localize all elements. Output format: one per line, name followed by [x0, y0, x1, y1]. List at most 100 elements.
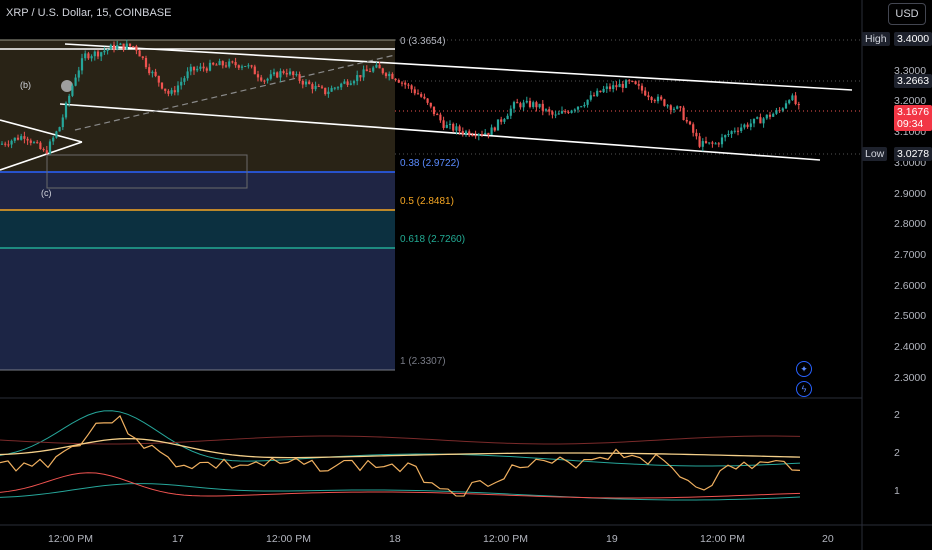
time-label: 19: [606, 533, 618, 545]
candle-body: [500, 119, 503, 122]
candle-body: [775, 110, 778, 114]
candle-body: [221, 61, 224, 66]
candle-body: [71, 85, 74, 96]
candle-body: [548, 109, 551, 112]
candle-body: [458, 126, 461, 132]
candle-body: [135, 46, 138, 51]
candle-body: [327, 91, 330, 95]
candle-body: [605, 86, 608, 89]
candle-body: [7, 144, 10, 146]
candle-body: [560, 111, 564, 114]
candle-body: [288, 71, 292, 75]
candle-body: [36, 142, 39, 144]
candle-body: [80, 58, 84, 71]
candle-body: [116, 44, 119, 50]
add-alert-icon[interactable]: ✦: [796, 361, 812, 377]
price-tick: 2.5000: [894, 310, 927, 323]
candle-body: [589, 95, 592, 100]
candle-body: [244, 66, 247, 68]
candle-body: [103, 50, 106, 53]
price-tick: 2.6000: [894, 279, 927, 292]
candle-body: [743, 124, 746, 128]
candle-body: [263, 80, 266, 82]
wave-label-b: (b): [20, 80, 31, 90]
candle-body: [100, 52, 103, 57]
fib-zone-05-0618: [0, 210, 395, 248]
candle-body: [407, 84, 410, 86]
currency-button[interactable]: USD: [888, 3, 926, 25]
candle-body: [528, 100, 532, 107]
candle-body: [224, 65, 228, 67]
candle-body: [167, 90, 170, 94]
candle-body: [317, 85, 320, 87]
candle-body: [10, 140, 13, 145]
candle-body: [218, 61, 221, 66]
time-label: 12:00 PM: [483, 533, 528, 545]
candle-body: [276, 72, 279, 78]
candle-body: [685, 119, 688, 122]
candle-body: [557, 113, 560, 115]
candle-body: [74, 77, 77, 86]
candle-body: [400, 82, 404, 84]
candle-body: [154, 71, 157, 76]
candle-body: [394, 78, 397, 81]
candle-body: [797, 104, 800, 106]
candle-body: [784, 103, 788, 109]
time-label: 18: [389, 533, 401, 545]
candle-body: [439, 114, 442, 121]
candle-body: [647, 95, 650, 98]
candle-body: [160, 82, 164, 89]
candle-body: [144, 57, 148, 68]
candle-body: [455, 126, 458, 131]
candle-body: [487, 132, 490, 135]
candle-body: [378, 64, 381, 69]
candle-body: [157, 75, 160, 83]
candle-body: [586, 99, 589, 105]
candle-body: [192, 66, 196, 71]
candle-body: [711, 142, 714, 144]
candle-body: [26, 138, 29, 141]
candle-body: [544, 109, 548, 111]
candle-body: [612, 85, 615, 90]
candle-body: [212, 62, 215, 65]
candle-body: [176, 85, 180, 93]
candle-body: [570, 110, 573, 113]
candle-body: [596, 90, 599, 96]
candle-body: [736, 130, 740, 132]
candle-body: [746, 124, 749, 127]
candle-body: [20, 136, 23, 140]
candle-body: [480, 134, 484, 136]
candle-body: [375, 64, 378, 68]
candle-body: [445, 124, 448, 128]
candle-body: [749, 123, 752, 127]
candle-body: [292, 71, 295, 76]
candle-body: [672, 108, 676, 110]
candle-body: [474, 135, 477, 137]
low-tag-value: 3.0278: [894, 147, 932, 161]
candle-body: [576, 106, 580, 110]
price-tick: 2.8000: [894, 218, 927, 231]
candle-body: [330, 88, 333, 92]
fib-label-1: 1 (2.3307): [400, 356, 446, 367]
candle-body: [173, 90, 176, 93]
candle-body: [285, 73, 288, 75]
fib-label-0: 0 (3.3654): [400, 36, 446, 47]
symbol-title[interactable]: XRP / U.S. Dollar, 15, COINBASE: [6, 7, 172, 19]
candle-body: [503, 119, 506, 122]
channel-lower-line: [59, 103, 821, 161]
candle-body: [148, 67, 151, 74]
fib-zone-038-05: [0, 172, 395, 210]
candle-body: [90, 56, 93, 59]
indicator-lower-red-band: [0, 472, 801, 499]
candle-body: [87, 53, 90, 59]
price-tick: 2.7000: [894, 248, 927, 261]
lightning-icon[interactable]: ϟ: [796, 381, 812, 397]
candle-body: [416, 93, 420, 95]
price-tick: 2.9000: [894, 187, 927, 200]
candle-body: [794, 95, 797, 105]
candle-body: [333, 87, 336, 89]
candle-body: [256, 74, 260, 78]
candle-body: [608, 86, 612, 90]
candle-body: [151, 71, 154, 74]
